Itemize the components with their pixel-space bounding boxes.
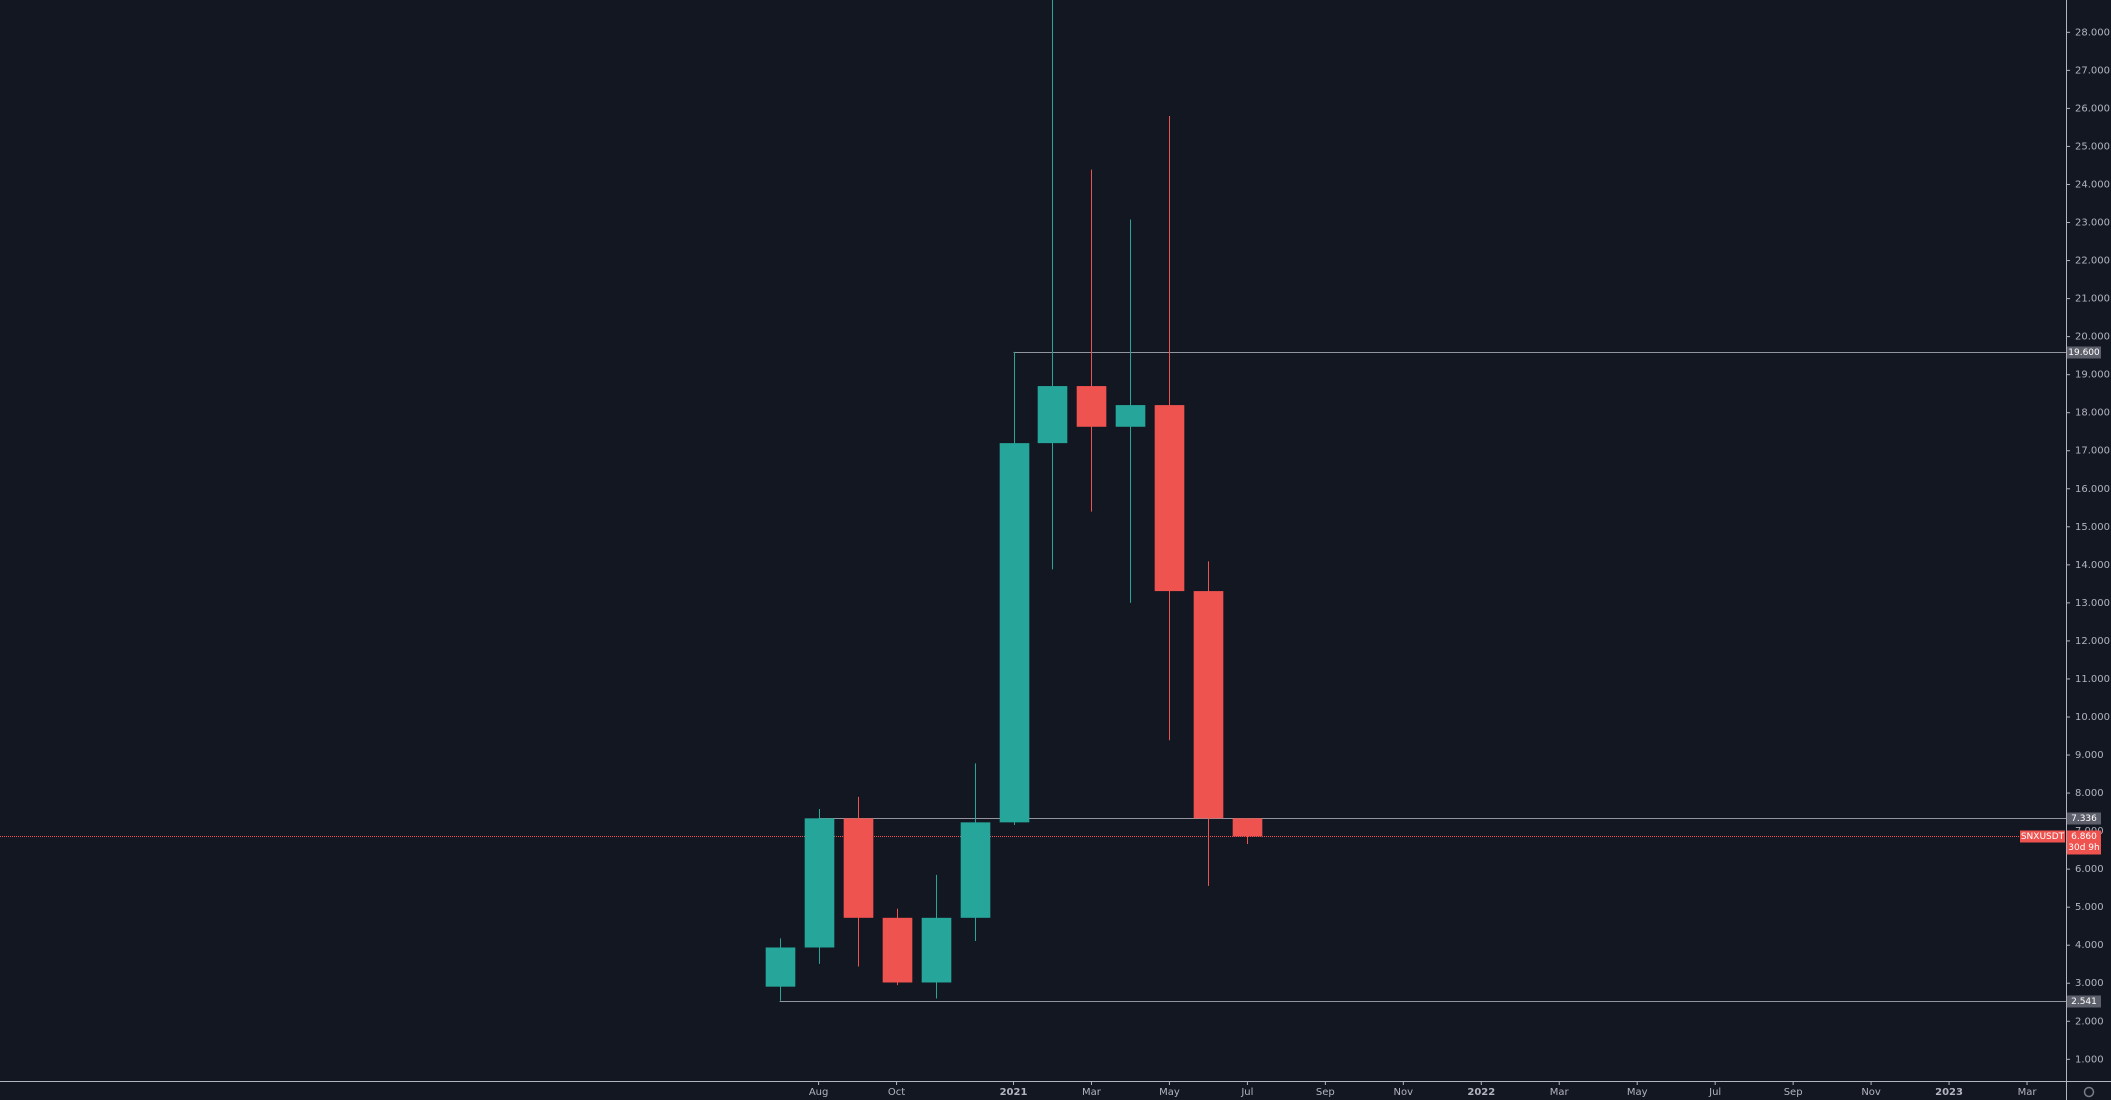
y-tick-label: 24.000 [2075, 179, 2110, 190]
x-tick-label: May [1159, 1087, 1180, 1098]
y-tick-label: 11.000 [2075, 674, 2110, 685]
level-label: 19.600 [2068, 348, 2100, 358]
y-tick-label: 16.000 [2075, 484, 2110, 495]
x-tick-label: Jul [1240, 1087, 1253, 1098]
candle [999, 351, 1030, 826]
x-tick-label: Jul [1708, 1087, 1721, 1098]
x-tick-label: Mar [1082, 1087, 1102, 1098]
candle-body [843, 818, 874, 918]
y-tick-label: 3.000 [2075, 978, 2104, 989]
x-tick-label: Mar [1550, 1087, 1570, 1098]
candle-body [882, 917, 913, 983]
level-label-box [2067, 812, 2101, 825]
candle [804, 809, 835, 964]
x-tick-label: Aug [809, 1087, 829, 1098]
candle-body [960, 822, 991, 918]
candle-body [765, 947, 796, 987]
last-price-label-box [2067, 830, 2101, 855]
candle-body [1076, 386, 1107, 427]
candle [1232, 818, 1263, 845]
x-tick-label: 2023 [1935, 1087, 1963, 1098]
x-tick-label: 2022 [1467, 1087, 1495, 1098]
y-tick-label: 9.000 [2075, 750, 2104, 761]
y-tick-label: 19.000 [2075, 370, 2110, 381]
candle [960, 763, 991, 942]
x-tick-label: Sep [1784, 1087, 1803, 1098]
y-tick-label: 18.000 [2075, 408, 2110, 419]
candle-body [1193, 591, 1224, 819]
y-tick-label: 8.000 [2075, 788, 2104, 799]
x-tick-label: Sep [1316, 1087, 1335, 1098]
candle [882, 908, 913, 986]
candle-body [1037, 386, 1068, 444]
candle-body [1232, 818, 1263, 837]
candle-body [1115, 405, 1146, 427]
candle [1154, 116, 1185, 741]
y-tick-label: 27.000 [2075, 65, 2110, 76]
candle-body [999, 443, 1030, 823]
level-label: 2.541 [2071, 997, 2097, 1007]
y-tick-label: 10.000 [2075, 712, 2110, 723]
y-tick-label: 26.000 [2075, 103, 2110, 114]
symbol-label: SNXUSDT [2021, 832, 2065, 842]
y-tick-label: 23.000 [2075, 218, 2110, 229]
symbol-label-box [2020, 830, 2065, 843]
y-tick-label: 14.000 [2075, 560, 2110, 571]
y-tick-label: 1.000 [2075, 1054, 2104, 1065]
x-tick-label: Nov [1394, 1087, 1414, 1098]
x-tick-label: Oct [888, 1087, 905, 1098]
y-tick-label: 28.000 [2075, 27, 2110, 38]
y-tick-label: 22.000 [2075, 256, 2110, 267]
candle [921, 874, 952, 999]
y-tick-label: 13.000 [2075, 598, 2110, 609]
candle-body [804, 818, 835, 948]
level-label-box [2067, 346, 2101, 359]
candle [843, 796, 874, 967]
settings-icon[interactable] [2083, 1086, 2095, 1098]
y-tick-label: 12.000 [2075, 636, 2110, 647]
countdown-label: 30d 9h [2068, 843, 2099, 853]
candle-body [921, 917, 952, 983]
candle [1037, 0, 1068, 570]
last-price-label: 6.860 [2071, 832, 2097, 842]
level-label-box [2067, 995, 2101, 1008]
candle [1076, 169, 1107, 512]
settings-gear[interactable] [2083, 1086, 2095, 1098]
candle [1115, 219, 1146, 603]
y-tick-label: 5.000 [2075, 902, 2104, 913]
y-tick-label: 2.000 [2075, 1016, 2104, 1027]
x-tick-label: Mar [2018, 1087, 2038, 1098]
y-tick-label: 17.000 [2075, 446, 2110, 457]
y-tick-label: 4.000 [2075, 940, 2104, 951]
candle [1193, 561, 1224, 886]
y-tick-label: 6.000 [2075, 864, 2104, 875]
y-tick-label: 15.000 [2075, 522, 2110, 533]
candle-body [1154, 405, 1185, 592]
x-tick-label: 2021 [1000, 1087, 1028, 1098]
y-tick-label: 20.000 [2075, 332, 2110, 343]
y-tick-label: 25.000 [2075, 141, 2110, 152]
candle [765, 938, 796, 1001]
x-tick-label: May [1627, 1087, 1648, 1098]
y-tick-label: 21.000 [2075, 294, 2110, 305]
level-label: 7.336 [2071, 814, 2097, 824]
x-tick-label: Nov [1861, 1087, 1881, 1098]
